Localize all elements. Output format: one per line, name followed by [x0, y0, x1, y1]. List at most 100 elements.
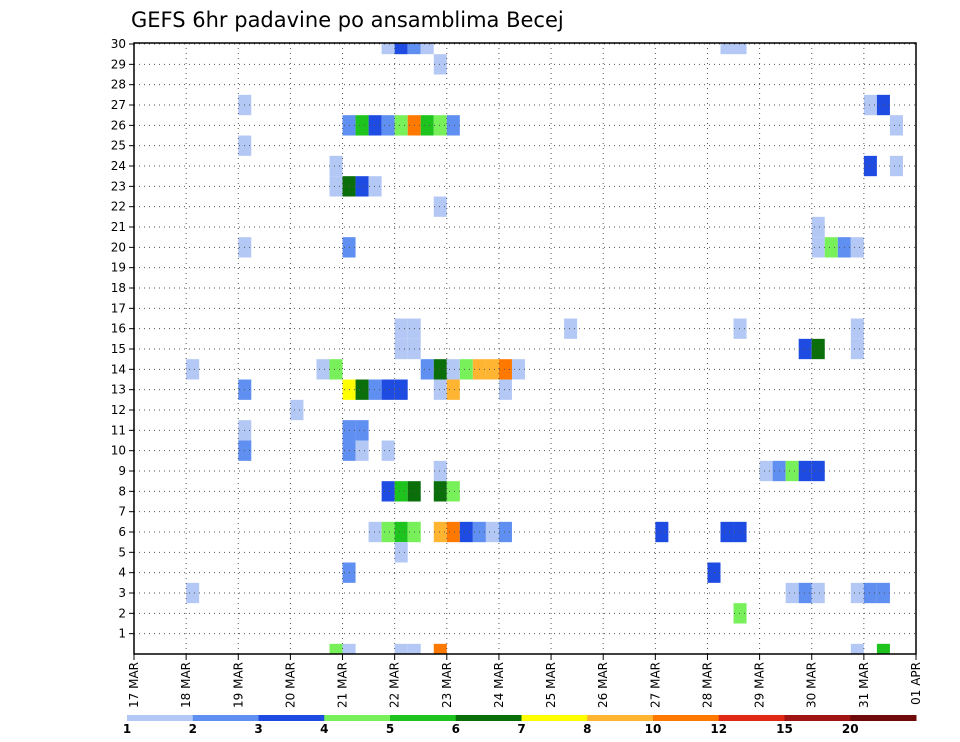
- heat-cell: [355, 420, 369, 441]
- legend-swatch: [521, 715, 588, 721]
- x-axis: 17 MAR 18 MAR 19 MAR 20 MAR 21 MAR 22 MAR 23 M…: [127, 654, 923, 708]
- heat-cell: [511, 359, 525, 380]
- heat-cell: [498, 521, 512, 543]
- heat-cell: [420, 43, 434, 55]
- heat-cell: [785, 582, 799, 604]
- y-tick-label: 12: [111, 403, 126, 417]
- heat-cell: [368, 379, 382, 400]
- x-tick-label: 17 MAR: [127, 662, 141, 708]
- heat-cell: [485, 521, 499, 543]
- y-tick-label: 24: [111, 159, 126, 173]
- heat-cell: [186, 582, 200, 604]
- heat-cell: [355, 379, 369, 400]
- heat-cell: [368, 521, 382, 543]
- y-tick-label: 2: [118, 606, 126, 620]
- legend: 1 2 3 4 5 6 7 8 10 12 15 20: [123, 715, 917, 736]
- heat-cell: [394, 481, 408, 502]
- heat-cell: [329, 643, 343, 654]
- heat-cell: [433, 460, 447, 482]
- y-tick-label: 14: [111, 362, 126, 376]
- heat-cell: [381, 115, 395, 136]
- heat-cell: [824, 237, 838, 258]
- legend-swatch: [455, 715, 522, 721]
- y-tick-label: 28: [111, 78, 126, 92]
- heat-cell: [798, 338, 812, 360]
- heat-cell: [889, 155, 903, 177]
- heat-cell: [863, 582, 877, 604]
- y-tick-label: 20: [111, 240, 126, 254]
- heat-cell: [733, 521, 747, 543]
- y-tick-label: 7: [118, 505, 126, 519]
- x-tick-label: 20 MAR: [283, 662, 297, 708]
- heat-cell: [446, 379, 460, 400]
- legend-label: 20: [842, 722, 859, 736]
- heat-cell: [876, 94, 890, 116]
- y-tick-label: 8: [118, 484, 126, 498]
- y-tick-label: 3: [118, 586, 126, 600]
- legend-label: 3: [254, 722, 262, 736]
- cells-layer: [186, 43, 903, 654]
- heat-cell: [498, 379, 512, 400]
- y-tick-label: 15: [111, 342, 126, 356]
- heat-cell: [381, 43, 395, 55]
- legend-swatch: [258, 715, 325, 721]
- y-tick-label: 4: [118, 566, 126, 580]
- heat-cell: [811, 338, 825, 360]
- x-tick-label: 29 MAR: [753, 662, 767, 708]
- heat-cell: [394, 521, 408, 543]
- x-tick-label: 31 MAR: [857, 662, 871, 708]
- heat-cell: [394, 115, 408, 136]
- x-tick-label: 22 MAR: [388, 662, 402, 708]
- heat-cell: [811, 460, 825, 482]
- heat-cell: [459, 521, 473, 543]
- heat-cell: [850, 643, 864, 654]
- heat-cell: [433, 379, 447, 400]
- x-tick-label: 18 MAR: [179, 662, 193, 708]
- heat-cell: [186, 359, 200, 380]
- heat-cell: [876, 643, 890, 654]
- heat-cell: [433, 481, 447, 502]
- heat-cell: [342, 643, 356, 654]
- legend-swatch: [850, 715, 917, 721]
- x-tick-label: 21 MAR: [336, 662, 350, 708]
- heat-cell: [355, 115, 369, 136]
- legend-swatch: [390, 715, 457, 721]
- legend-label: 12: [710, 722, 727, 736]
- x-tick-label: 27 MAR: [648, 662, 662, 708]
- heat-cell: [433, 643, 447, 654]
- heat-cell: [485, 359, 499, 380]
- legend-swatch: [718, 715, 785, 721]
- x-tick-label: 28 MAR: [701, 662, 715, 708]
- heat-cell: [355, 440, 369, 461]
- heat-cell: [394, 379, 408, 400]
- legend-label: 8: [583, 722, 591, 736]
- heat-cell: [394, 318, 408, 339]
- chart-title: GEFS 6hr padavine po ansamblima Becej: [131, 8, 564, 32]
- y-tick-label: 25: [111, 139, 126, 153]
- legend-swatch: [784, 715, 851, 721]
- legend-swatch: [324, 715, 391, 721]
- heat-cell: [394, 542, 408, 563]
- heat-cell: [329, 155, 343, 177]
- y-tick-label: 30: [111, 37, 126, 51]
- heat-cell: [876, 582, 890, 604]
- y-axis: 1234567891011121314151617181920212223242…: [111, 37, 134, 641]
- heat-cell: [290, 399, 304, 421]
- heat-cell: [798, 460, 812, 482]
- heat-cell: [407, 643, 421, 654]
- y-tick-label: 9: [118, 464, 126, 478]
- heat-cell: [733, 43, 747, 55]
- y-tick-label: 29: [111, 57, 126, 71]
- legend-swatch: [587, 715, 654, 721]
- legend-label: 10: [645, 722, 662, 736]
- legend-label: 2: [189, 722, 197, 736]
- legend-label: 4: [320, 722, 328, 736]
- y-tick-label: 22: [111, 200, 126, 214]
- heat-cell: [733, 318, 747, 339]
- y-tick-label: 5: [118, 545, 126, 559]
- x-tick-label: 26 MAR: [596, 662, 610, 708]
- heat-cell: [850, 318, 864, 339]
- legend-label: 1: [123, 722, 131, 736]
- y-tick-label: 11: [111, 423, 126, 437]
- heat-cell: [655, 521, 669, 543]
